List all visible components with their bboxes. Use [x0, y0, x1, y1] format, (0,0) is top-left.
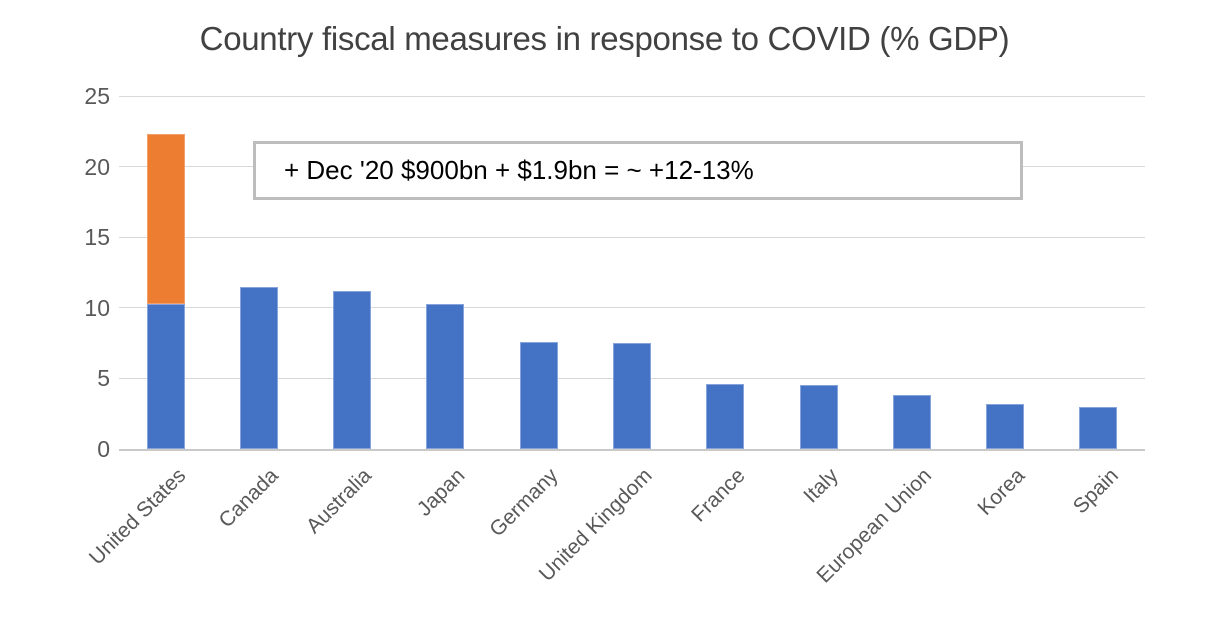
- gridline: [119, 236, 1145, 238]
- y-axis-tick-label: 25: [84, 83, 110, 109]
- y-axis-tick-label: 0: [97, 436, 110, 462]
- bar-canada: [239, 286, 278, 449]
- x-axis-category-label-korea: Korea: [973, 464, 1030, 520]
- y-axis-tick-label: 20: [84, 153, 110, 180]
- x-axis-category-label-germany: Germany: [485, 464, 563, 542]
- bar-italy: [799, 385, 838, 449]
- bar-united-kingdom: [613, 343, 651, 449]
- y-axis-tick-label: 10: [84, 294, 110, 321]
- gridline: [119, 307, 1145, 309]
- x-axis-category-label-france: France: [687, 464, 750, 527]
- bar-united-states: [146, 303, 185, 449]
- y-axis-tick-label: 15: [84, 224, 110, 251]
- bar-germany: [519, 341, 558, 449]
- bar-france: [706, 384, 745, 449]
- x-axis-category-label-japan: Japan: [413, 464, 470, 521]
- y-axis-tick-label: 5: [97, 365, 110, 392]
- bar-japan: [426, 303, 465, 449]
- x-axis-category-label-australia: Australia: [302, 464, 377, 539]
- x-axis-line: [119, 449, 1145, 451]
- x-axis-category-label-spain: Spain: [1068, 464, 1123, 519]
- chart-title: Country fiscal measures in response to C…: [199, 20, 1010, 57]
- x-axis-category-label-united-states: United States: [84, 464, 190, 570]
- bar-korea: [986, 403, 1025, 449]
- annotation-box: + Dec '20 $900bn + $1.9bn = ~ +12-13%: [253, 141, 1023, 200]
- annotation-text: + Dec '20 $900bn + $1.9bn = ~ +12-13%: [284, 155, 754, 185]
- bar-united-states-dec-2020-stimulus-addition: [146, 134, 185, 304]
- x-axis-category-label-canada: Canada: [214, 464, 284, 533]
- bar-spain: [1079, 406, 1118, 449]
- gridline: [119, 95, 1145, 97]
- x-axis-category-label-italy: Italy: [799, 464, 843, 508]
- bar-australia: [333, 290, 372, 449]
- bar-european-union: [892, 395, 931, 449]
